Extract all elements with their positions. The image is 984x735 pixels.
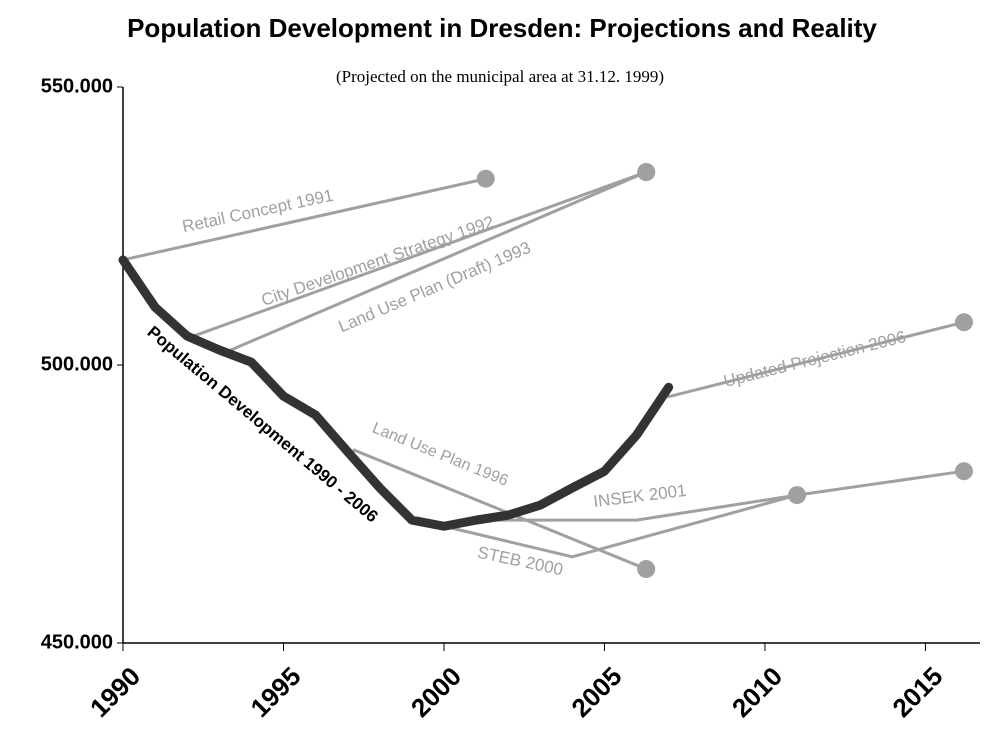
- chart-subtitle: (Projected on the municipal area at 31.1…: [336, 67, 664, 86]
- series-line: [121, 177, 488, 262]
- series-label: INSEK 2001: [592, 481, 687, 511]
- x-tick-label: 2010: [726, 661, 788, 723]
- series-line: [192, 170, 648, 338]
- end-marker: [788, 486, 807, 505]
- series-line: [474, 469, 966, 522]
- end-marker: [954, 462, 973, 481]
- series-label: Population Development 1990 - 2006: [144, 322, 382, 526]
- series-line: [118, 255, 674, 531]
- end-marker: [637, 163, 656, 182]
- series-line: [442, 493, 799, 559]
- end-marker: [637, 560, 656, 579]
- x-tick-label: 1995: [244, 661, 306, 723]
- x-tick-label: 2000: [405, 661, 467, 723]
- y-tick-label: 550.000: [41, 75, 113, 97]
- x-tick-label: 2005: [565, 661, 627, 723]
- series-label: City Development Strategy 1992: [259, 212, 497, 310]
- series-label: STEB 2000: [476, 543, 565, 580]
- series-label: Land Use Plan (Draft) 1993: [336, 238, 534, 336]
- y-tick-label: 500.000: [41, 353, 113, 375]
- x-tick-label: 1990: [84, 661, 146, 723]
- chart-title: Population Development in Dresden: Proje…: [127, 13, 877, 43]
- series-line: [667, 320, 966, 399]
- series-label: Updated Projection 2006: [722, 327, 908, 391]
- y-tick-label: 450.000: [41, 631, 113, 653]
- x-tick-label: 2015: [886, 661, 948, 723]
- series-line: [224, 170, 648, 354]
- end-marker: [954, 313, 973, 332]
- end-marker: [476, 169, 495, 188]
- series-label: Land Use Plan 1996: [370, 420, 511, 490]
